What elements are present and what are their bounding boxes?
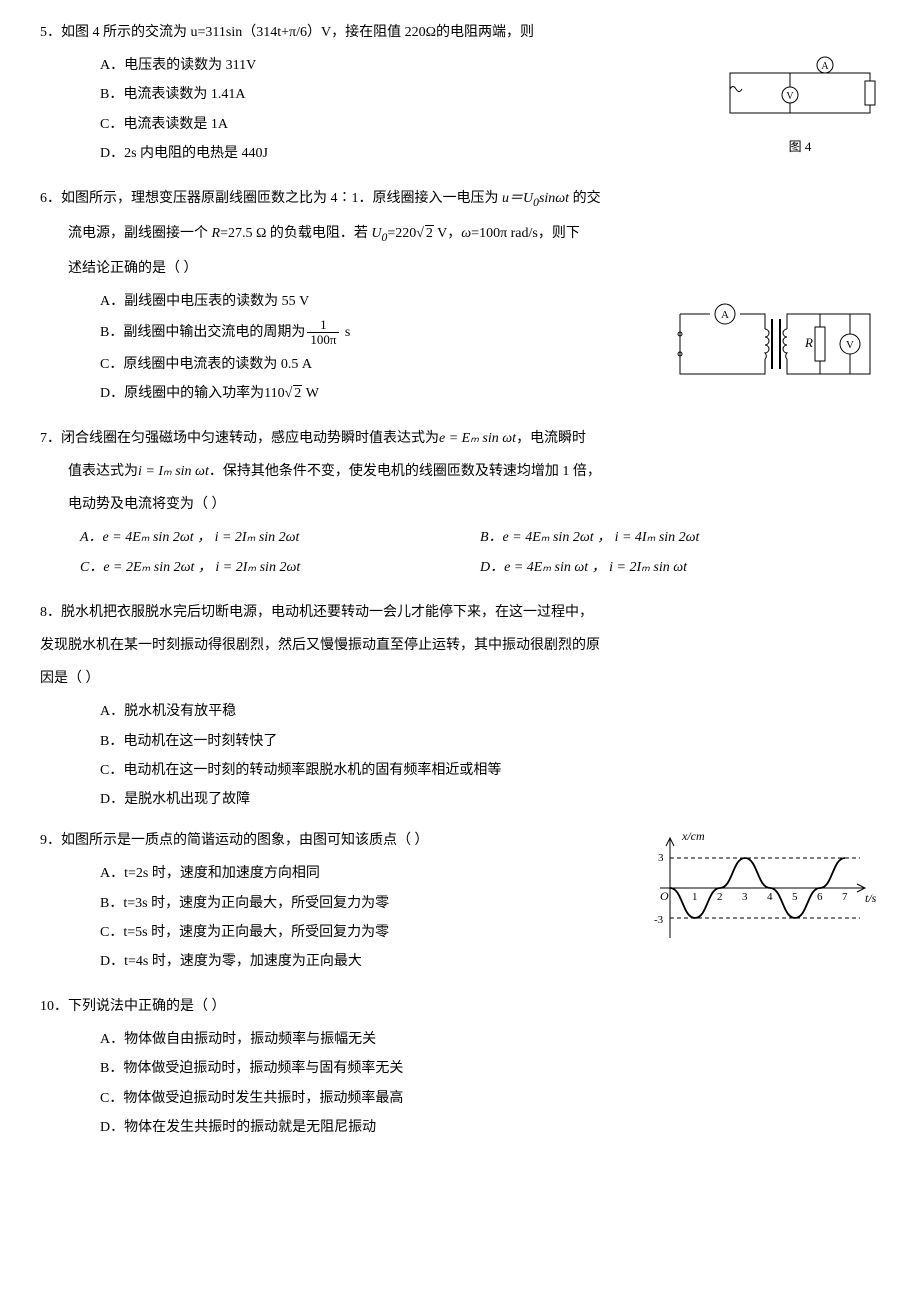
q6-D-post: W [302,386,319,401]
q10-opt-b: B．物体做受迫振动时，振动频率与固有频率无关 [100,1056,880,1081]
q7-stem2b: ．保持其他条件不变，使发电机的线圈匝数及转速均增加 1 倍， [209,464,601,479]
q7-eq-e: e = Eₘ sin ωt [439,431,516,446]
q6-u-expr: u＝U0sinωt [502,191,569,206]
q7-stem-line2: 值表达式为i = Iₘ sin ωt．保持其他条件不变，使发电机的线圈匝数及转速… [40,459,880,484]
q5-circuit-svg: A V [720,53,880,133]
q10-opt-c: C．物体做受迫振动时发生共振时，振动频率最高 [100,1086,880,1111]
q9-x2: 2 [717,891,723,903]
q6-B-pre: B．副线圈中输出交流电的周期为 [100,325,305,340]
q10-opt-a: A．物体做自由振动时，振动频率与振幅无关 [100,1027,880,1052]
q9-x3: 3 [742,891,748,903]
ammeter-label: A [821,61,829,72]
q7-stem-line3: 电动势及电流将变为（ ） [40,492,880,517]
q6-frac: 1100π [307,318,339,348]
q6-circuit-svg: A R V [670,289,880,389]
q9-ymin: -3 [654,914,664,926]
q7-stem-line1: 7．闭合线圈在匀强磁场中匀速转动，感应电动势瞬时值表达式为e = Eₘ sin … [40,426,880,451]
q5-figure: A V 图 4 [720,53,880,158]
q6-stem1-text: 6．如图所示，理想变压器原副线圈匝数之比为 4∶1．原线圈接入一电压为 [40,191,502,206]
q7-options: A．e = 4Eₘ sin 2ωt ， i = 2Iₘ sin 2ωt B．e … [40,525,880,583]
q9-x1: 1 [692,891,698,903]
question-5: 5．如图 4 所示的交流为 u=311sin（314t+π/6）V，接在阻值 2… [40,20,880,170]
q9-x5: 5 [792,891,798,903]
q6-U0: U0 [371,226,387,241]
question-9: x/cm t/s O 3 -3 1 2 3 4 5 6 7 9．如图所示是一质点… [40,828,880,978]
q6-voltmeter-label: V [846,339,854,351]
q8-opt-b: B．电动机在这一时刻转快了 [100,729,880,754]
voltmeter-label: V [786,91,794,102]
q6-stem2d: V， [434,226,461,241]
q6-sqrt2-2: √2 [285,386,303,401]
question-10: 10．下列说法中正确的是（ ） A．物体做自由振动时，振动频率与振幅无关 B．物… [40,994,880,1140]
q6-figure: A R V [670,289,880,389]
question-6: 6．如图所示，理想变压器原副线圈匝数之比为 4∶1．原线圈接入一电压为 u＝U0… [40,186,880,410]
q6-stem2c: =220 [387,226,416,241]
q8-stem1: 8．脱水机把衣服脱水完后切断电源，电动机还要转动一会儿才能停下来，在这一过程中， [40,600,880,625]
q9-opt-d: D．t=4s 时，速度为零，加速度为正向最大 [100,949,880,974]
q10-opt-d: D．物体在发生共振时的振动就是无阻尼振动 [100,1115,880,1140]
q9-x7: 7 [842,891,848,903]
question-8: 8．脱水机把衣服脱水完后切断电源，电动机还要转动一会儿才能停下来，在这一过程中，… [40,600,880,812]
q9-xaxis-label: t/s [865,891,877,905]
q8-options: A．脱水机没有放平稳 B．电动机在这一时刻转快了 C．电动机在这一时刻的转动频率… [40,699,880,812]
q7-opt-b: B．e = 4Eₘ sin 2ωt ， i = 4Iₘ sin 2ωt [480,525,880,550]
q6-stem-line1: 6．如图所示，理想变压器原副线圈匝数之比为 4∶1．原线圈接入一电压为 u＝U0… [40,186,880,213]
q9-ymax: 3 [658,852,664,864]
q9-origin: O [660,889,669,903]
q7-opt-c: C．e = 2Eₘ sin 2ωt ， i = 2Iₘ sin 2ωt [80,555,480,580]
q8-stem2: 发现脱水机在某一时刻振动得很剧烈，然后又慢慢振动直至停止运转，其中振动很剧烈的原 [40,633,880,658]
q6-stem2a: 流电源，副线圈接一个 [68,226,212,241]
q6-B-post: s [341,325,350,340]
q7-opt-d: D．e = 4Eₘ sin ωt ， i = 2Iₘ sin ωt [480,555,880,580]
q8-opt-a: A．脱水机没有放平稳 [100,699,880,724]
question-7: 7．闭合线圈在匀强磁场中匀速转动，感应电动势瞬时值表达式为e = Eₘ sin … [40,426,880,584]
q9-x6: 6 [817,891,823,903]
q6-sqrt2-1: √2 [416,226,434,241]
q7-stem1b: ，电流瞬时 [516,431,586,446]
q5-stem: 5．如图 4 所示的交流为 u=311sin（314t+π/6）V，接在阻值 2… [40,20,880,45]
q9-figure: x/cm t/s O 3 -3 1 2 3 4 5 6 7 [650,828,880,948]
q9-x4: 4 [767,891,773,903]
q6-stem-line2: 流电源，副线圈接一个 R=27.5 Ω 的负载电阻．若 U0=220√2 V，ω… [40,221,880,248]
q8-opt-c: C．电动机在这一时刻的转动频率跟脱水机的固有频率相近或相等 [100,758,880,783]
q10-options: A．物体做自由振动时，振动频率与振幅无关 B．物体做受迫振动时，振动频率与固有频… [40,1027,880,1140]
q8-stem3: 因是（ ） [40,666,880,691]
q6-D-pre: D．原线圈中的输入功率为110 [100,386,285,401]
q6-stem2b: =27.5 Ω 的负载电阻．若 [220,226,371,241]
q9-yaxis-label: x/cm [681,829,705,843]
q7-opt-a: A．e = 4Eₘ sin 2ωt ， i = 2Iₘ sin 2ωt [80,525,480,550]
q6-R: R [212,226,221,241]
q9-graph-svg: x/cm t/s O 3 -3 1 2 3 4 5 6 7 [650,828,880,948]
q7-stem2a: 值表达式为 [68,464,138,479]
q5-fig-caption: 图 4 [720,135,880,158]
q6-stem1b: 的交 [569,191,601,206]
q7-stem1: 7．闭合线圈在匀强磁场中匀速转动，感应电动势瞬时值表达式为 [40,431,439,446]
q10-stem: 10．下列说法中正确的是（ ） [40,994,880,1019]
q7-eq-i: i = Iₘ sin ωt [138,464,209,479]
q6-omega: ω [461,226,471,241]
q6-stem-line3: 述结论正确的是（ ） [40,256,880,281]
q8-opt-d: D．是脱水机出现了故障 [100,787,880,812]
q6-R-label: R [804,335,813,350]
q6-stem2e: =100π rad/s，则下 [471,226,580,241]
q6-ammeter-label: A [721,309,729,321]
